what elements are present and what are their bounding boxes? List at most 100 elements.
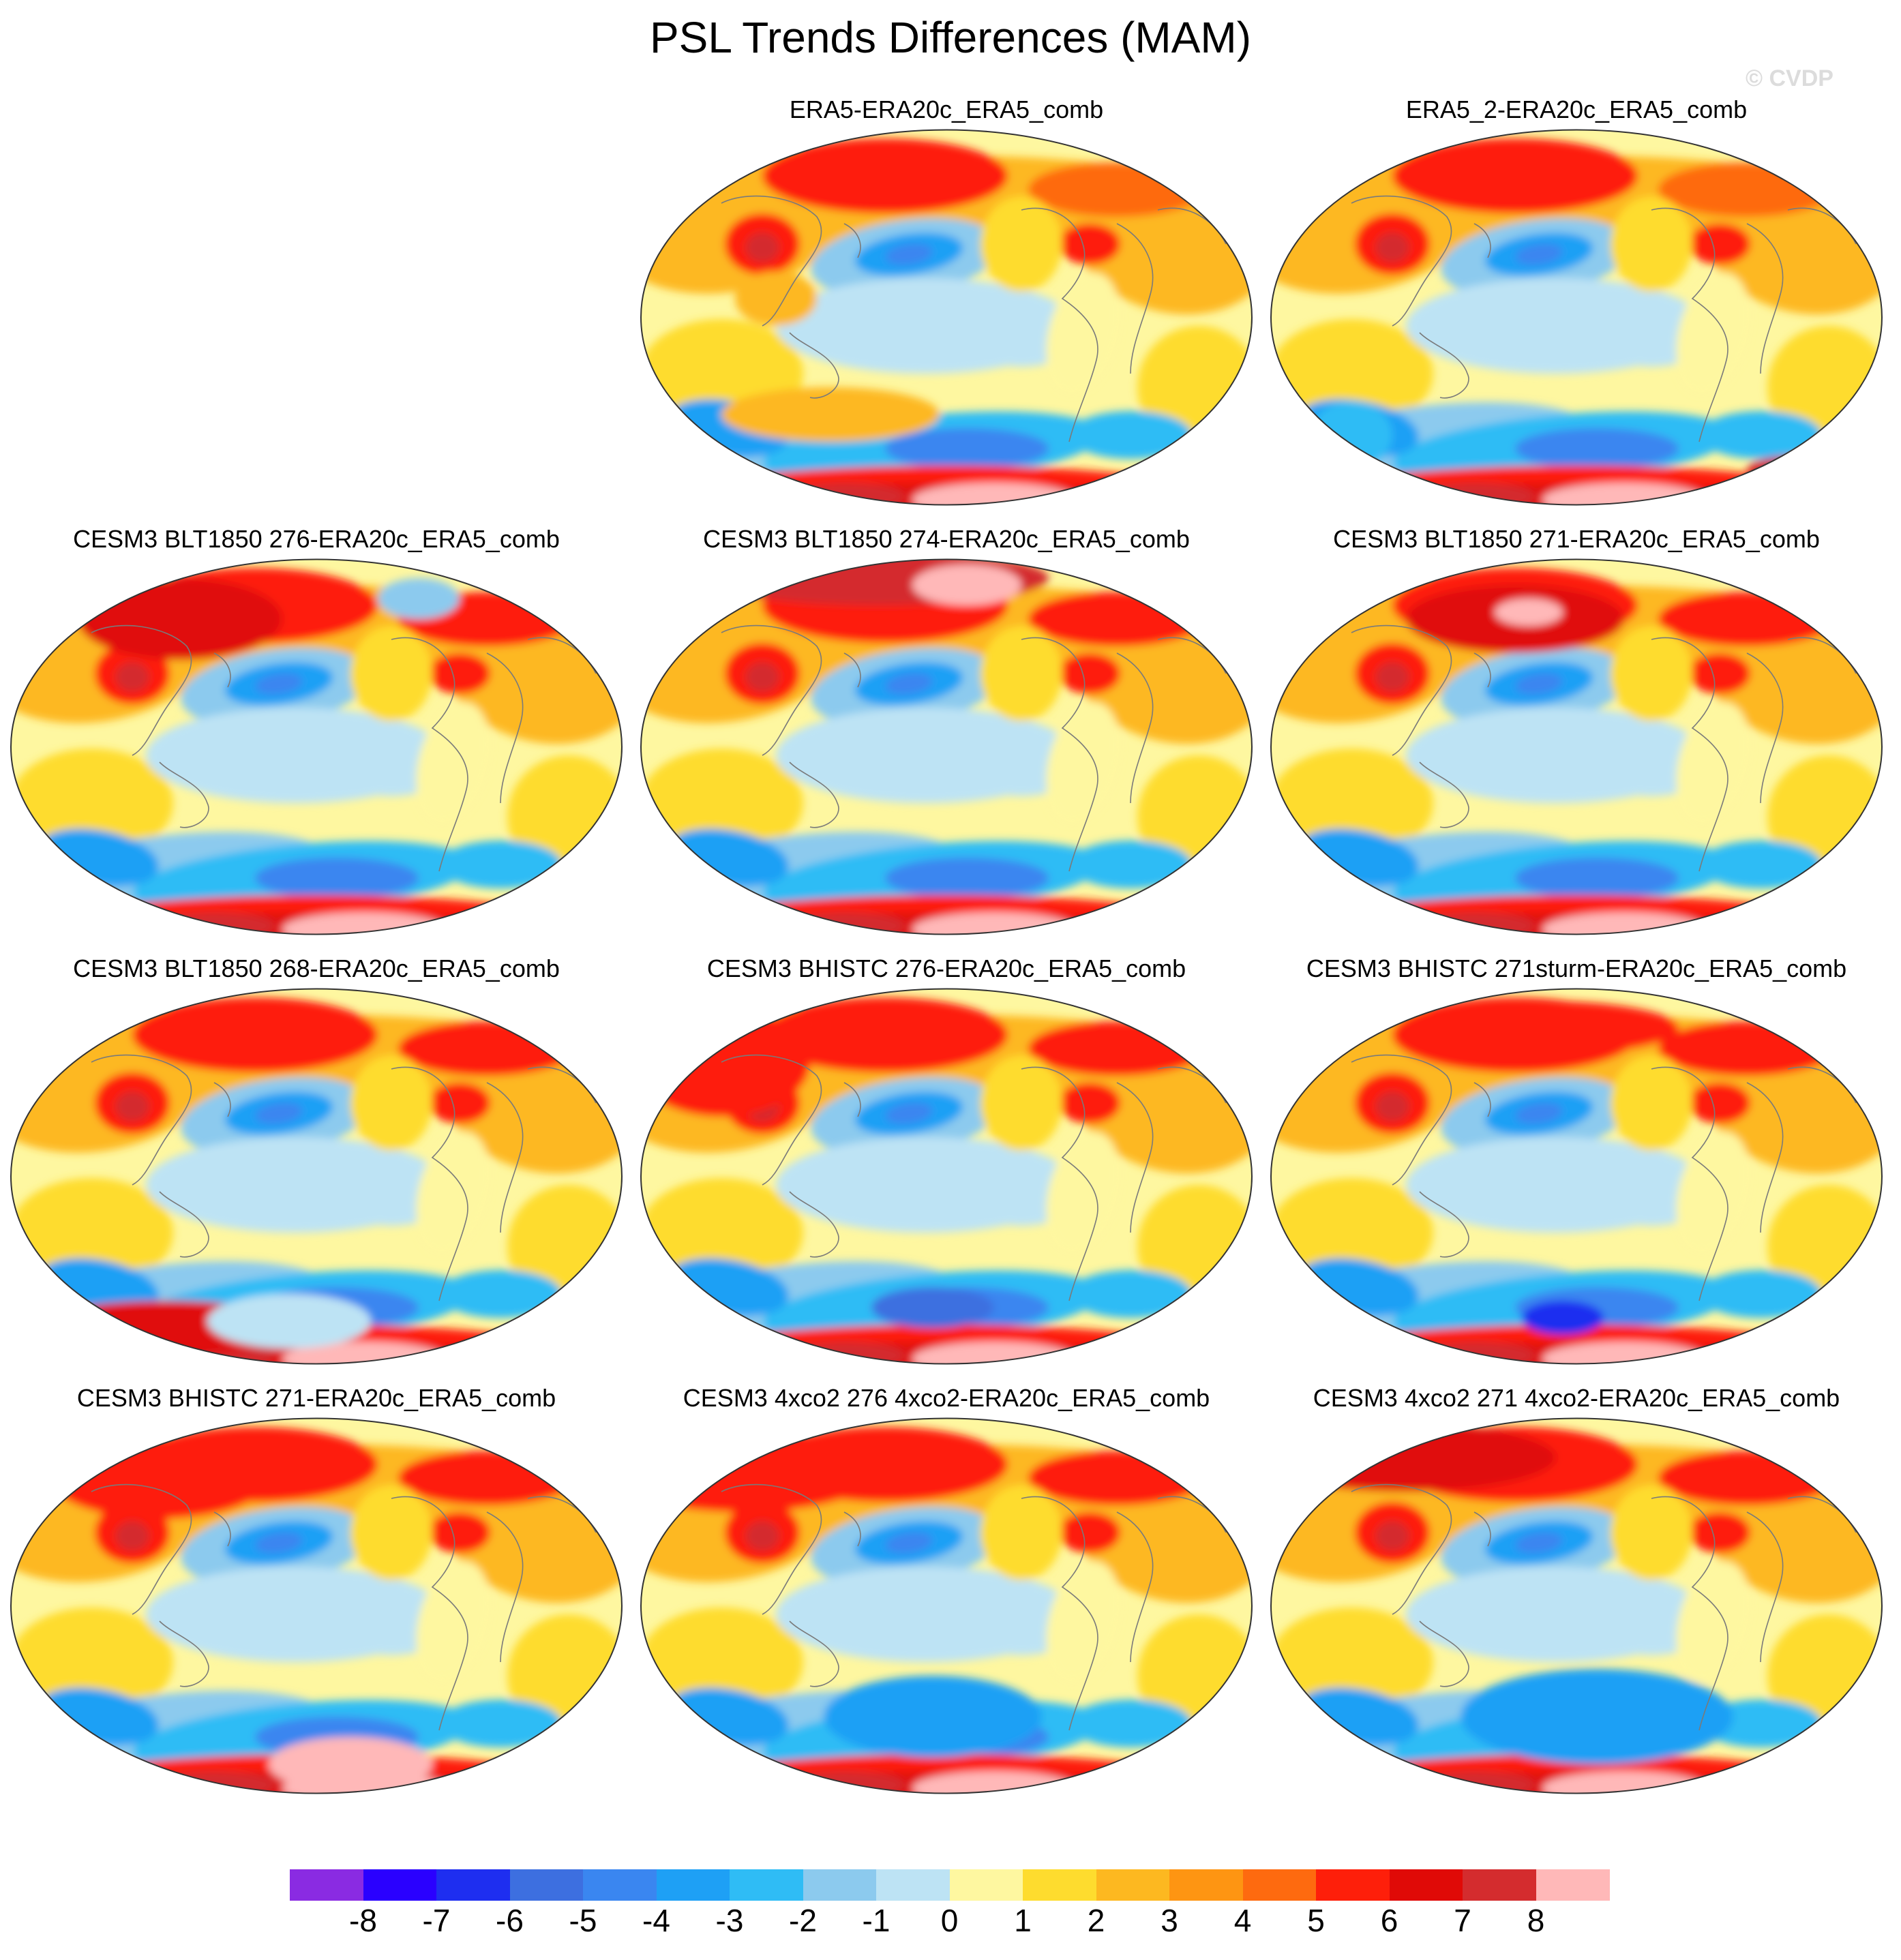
anomaly-region <box>1069 841 1192 888</box>
map-outline <box>1270 558 1883 935</box>
robinson-map <box>10 558 623 935</box>
coastline <box>1116 223 1154 374</box>
colorbar-tick-label: 3 <box>1161 1903 1178 1938</box>
map-outline <box>1270 988 1883 1365</box>
anomaly-region <box>1676 1132 1750 1252</box>
anomaly-region <box>1059 1512 1120 1553</box>
colorbar-swatch <box>509 1869 584 1901</box>
anomaly-region <box>1046 273 1120 393</box>
anomaly-region <box>439 841 562 888</box>
colorbar-swatch <box>656 1869 730 1901</box>
panel-title: ERA5_2-ERA20c_ERA5_comb <box>1405 95 1748 123</box>
coastline <box>1021 1066 1098 1301</box>
anomaly-region <box>885 428 1049 469</box>
coastline <box>1419 762 1469 828</box>
anomaly-region <box>439 1700 562 1747</box>
anomaly-region <box>735 271 817 326</box>
anomaly-region <box>1689 1512 1750 1553</box>
coastline <box>721 195 822 327</box>
colorbar-tick-label: -3 <box>715 1903 744 1938</box>
coastline <box>159 1191 209 1258</box>
anomaly-region <box>1676 1561 1750 1681</box>
anomaly-region <box>721 387 940 442</box>
coastline <box>789 762 839 828</box>
anomaly-region <box>1375 1521 1409 1551</box>
robinson-map <box>640 558 1253 935</box>
anomaly-region <box>1046 702 1120 822</box>
anomaly-region <box>1611 1485 1692 1580</box>
anomaly-region <box>115 662 149 692</box>
colorbar-swatch <box>1096 1869 1170 1901</box>
panel-title: CESM3 BHISTC 276-ERA20c_ERA5_comb <box>706 954 1186 982</box>
coastline <box>1419 1620 1469 1687</box>
coastline <box>1746 223 1784 374</box>
anomaly-region <box>745 662 779 692</box>
anomaly-region <box>1689 653 1750 694</box>
colorbar-tick-label: 8 <box>1527 1903 1545 1938</box>
anomaly-region <box>416 1132 490 1252</box>
coastline <box>391 637 468 872</box>
anomaly-region <box>1069 1270 1192 1318</box>
map-panel: CESM3 4xco2 276 4xco2-ERA20c_ERA5_comb <box>633 1384 1260 1810</box>
coastline <box>1021 637 1098 872</box>
anomaly-region <box>269 1737 432 1792</box>
anomaly-region <box>745 232 779 262</box>
colorbar-swatch <box>1463 1869 1536 1901</box>
robinson-map <box>640 988 1253 1365</box>
map-outline <box>640 129 1253 506</box>
anomaly-region <box>1375 1091 1409 1121</box>
colorbar-swatch <box>436 1869 510 1901</box>
colorbar-tick-label: 2 <box>1087 1903 1105 1938</box>
anomaly-region <box>350 1485 432 1580</box>
anomaly-region <box>981 196 1062 292</box>
colorbar-swatch <box>1023 1869 1096 1901</box>
panel-title: CESM3 BLT1850 274-ERA20c_ERA5_comb <box>703 525 1190 553</box>
anomaly-region <box>207 1294 371 1348</box>
robinson-map <box>640 1417 1253 1794</box>
coastline <box>159 1620 209 1687</box>
coastline <box>1116 1082 1154 1233</box>
map-outline <box>1270 1417 1883 1794</box>
coastline <box>1351 624 1452 756</box>
anomaly-region <box>1542 912 1706 935</box>
coastline <box>1651 207 1728 442</box>
coastline <box>721 624 822 756</box>
coastline <box>1651 1066 1728 1301</box>
anomaly-region <box>78 578 282 660</box>
coastline <box>159 762 209 828</box>
coastline <box>843 223 861 258</box>
anomaly-region <box>255 673 303 695</box>
anomaly-region <box>641 1178 803 1287</box>
colorbar-tick-label: -7 <box>422 1903 451 1938</box>
anomaly-region <box>1699 841 1822 888</box>
map-outline <box>1270 129 1883 506</box>
anomaly-region <box>1542 1771 1706 1794</box>
map-outline <box>10 558 623 935</box>
map-panel: ERA5_2-ERA20c_ERA5_comb <box>1263 95 1890 522</box>
coastline <box>1021 1496 1098 1731</box>
colorbar-swatch <box>1316 1869 1390 1901</box>
colorbar-swatch <box>290 1869 363 1901</box>
colorbar-swatch <box>583 1869 657 1901</box>
coastline <box>486 1082 524 1233</box>
coastline <box>1651 637 1728 872</box>
panel-title: CESM3 BLT1850 276-ERA20c_ERA5_comb <box>73 525 560 553</box>
anomaly-region <box>439 1270 562 1318</box>
colorbar-tick-label: -1 <box>862 1903 890 1938</box>
map-outline <box>640 558 1253 935</box>
colorbar-tick-label: 1 <box>1014 1903 1032 1938</box>
anomaly-region <box>641 1608 803 1717</box>
anomaly-region <box>416 702 490 822</box>
map-panel: CESM3 BHISTC 271-ERA20c_ERA5_comb <box>3 1384 630 1810</box>
anomaly-region <box>350 1055 432 1151</box>
anomaly-region <box>429 1083 490 1124</box>
colorbar-swatch <box>876 1869 950 1901</box>
colorbar-tick-label: 7 <box>1454 1903 1471 1938</box>
map-panel: CESM3 BLT1850 274-ERA20c_ERA5_comb <box>633 525 1260 951</box>
map-panel: CESM3 BLT1850 276-ERA20c_ERA5_comb <box>3 525 630 951</box>
colorbar-swatch <box>1389 1869 1463 1901</box>
anomaly-region <box>1069 411 1192 459</box>
map-panel: CESM3 BHISTC 276-ERA20c_ERA5_comb <box>633 954 1260 1381</box>
anomaly-region <box>1461 1669 1733 1764</box>
anomaly-region <box>1689 1083 1750 1124</box>
